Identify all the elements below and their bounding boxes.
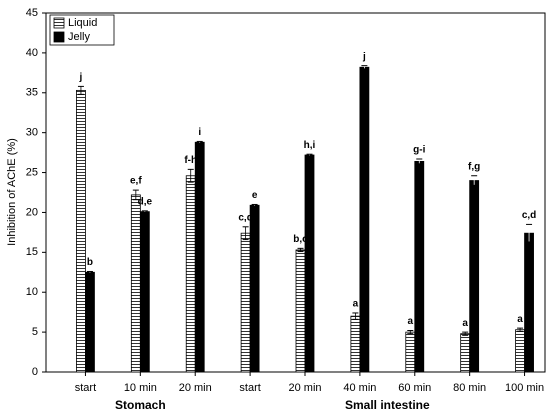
- bar: [194, 141, 205, 373]
- bar: [405, 331, 416, 373]
- value-label: j: [362, 51, 366, 62]
- bar: [185, 175, 196, 373]
- y-tick-label: 30: [26, 127, 38, 139]
- y-tick-label: 45: [26, 7, 38, 19]
- value-label: e: [252, 190, 258, 201]
- x-tick-label: 40 min: [343, 382, 376, 394]
- x-tick-label: start: [75, 382, 96, 394]
- bar: [139, 211, 150, 373]
- x-tick-label: 80 min: [453, 382, 486, 394]
- legend-swatch: [53, 17, 65, 29]
- x-tick-label: 20 min: [288, 382, 321, 394]
- value-label: a: [407, 316, 413, 327]
- x-tick-label: 60 min: [398, 382, 431, 394]
- bar: [85, 271, 95, 373]
- bar: [304, 154, 315, 373]
- value-label: c,d: [238, 212, 252, 223]
- bar: [249, 204, 260, 373]
- bar: [469, 180, 480, 373]
- y-tick-label: 15: [26, 246, 38, 258]
- bar: [524, 232, 534, 373]
- x-tick-label: 100 min: [505, 382, 544, 394]
- value-label: i: [198, 127, 201, 138]
- legend-label: Liquid: [68, 17, 97, 29]
- group-label: Small intestine: [345, 398, 430, 412]
- value-label: b: [87, 257, 93, 268]
- y-tick-label: 20: [26, 206, 38, 218]
- bar: [414, 160, 425, 373]
- x-tick-label: 20 min: [179, 382, 212, 394]
- legend-label: Jelly: [68, 31, 91, 43]
- bar: [515, 329, 525, 373]
- value-label: h,i: [304, 140, 316, 151]
- y-tick-label: 0: [32, 366, 38, 378]
- value-label: a: [462, 318, 468, 329]
- bar: [130, 194, 141, 373]
- x-tick-label: start: [239, 382, 260, 394]
- group-label: Stomach: [115, 398, 166, 412]
- y-axis-label: Inhibition of AChE (%): [6, 138, 18, 246]
- plot-frame: [45, 12, 546, 373]
- y-tick-label: 40: [26, 47, 38, 59]
- value-label: a: [353, 299, 359, 310]
- x-tick-label: 10 min: [124, 382, 157, 394]
- value-label: j: [79, 72, 83, 83]
- y-tick-label: 5: [32, 326, 38, 338]
- bar: [240, 232, 251, 373]
- bar: [359, 66, 370, 373]
- bar: [350, 315, 361, 373]
- value-label: g-i: [413, 145, 425, 156]
- value-label: f,g: [468, 161, 480, 172]
- bar: [295, 249, 306, 373]
- value-label: d,e: [138, 196, 153, 207]
- legend-swatch: [53, 31, 65, 43]
- value-label: c,d: [522, 210, 536, 221]
- value-label: f-h: [184, 155, 197, 166]
- bar: [76, 89, 86, 373]
- y-tick-label: 10: [26, 286, 38, 298]
- y-tick-label: 25: [26, 166, 38, 178]
- y-tick-label: 35: [26, 87, 38, 99]
- bar: [460, 333, 471, 373]
- value-label: a: [517, 314, 523, 325]
- value-label: b,c: [293, 234, 308, 245]
- value-label: e,f: [130, 176, 142, 187]
